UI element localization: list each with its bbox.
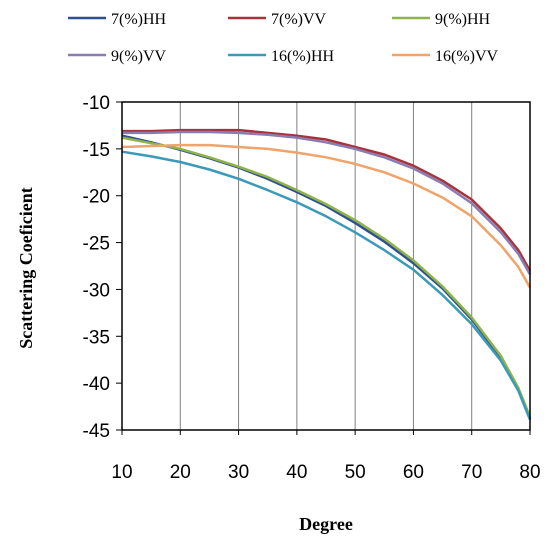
y-tick-label: -20 xyxy=(83,187,110,208)
y-tick-label: -15 xyxy=(83,140,110,161)
plot-frame xyxy=(121,101,531,431)
legend-label-5: 16(%)VV xyxy=(435,48,499,65)
legend: 7(%)HH 7(%)VV 9(%)HH 9(%)VV 16(%)HH 16(%)VV xyxy=(68,11,499,65)
legend-label-1: 7(%)VV xyxy=(271,11,327,28)
series-line-3 xyxy=(122,130,532,276)
x-tick-label: 40 xyxy=(286,462,307,483)
series-line-1 xyxy=(122,128,532,272)
y-tick-label: -25 xyxy=(83,234,110,255)
x-tick-label: 60 xyxy=(403,462,424,483)
x-tick-label: 20 xyxy=(170,462,191,483)
series-line-5 xyxy=(121,143,532,289)
legend-label-0: 7(%)HH xyxy=(111,11,167,28)
x-tick-label: 50 xyxy=(345,462,366,483)
series-line-4 xyxy=(121,150,532,421)
x-tick-label: 70 xyxy=(461,462,482,483)
y-tick-label: -35 xyxy=(83,327,110,348)
y-tick-label: -10 xyxy=(83,93,110,114)
y-tick-label: -30 xyxy=(83,280,110,301)
legend-label-4: 16(%)HH xyxy=(271,48,335,65)
x-axis-title: Degree xyxy=(299,514,353,534)
y-axis-title: Scattering Coeficient xyxy=(16,187,36,348)
y-axis-ticks: -10 -15 -20 -25 -30 -35 -40 -45 xyxy=(83,93,122,442)
x-tick-label: 80 xyxy=(519,462,540,483)
series-line-2 xyxy=(121,136,532,418)
legend-label-3: 9(%)VV xyxy=(111,48,167,65)
legend-label-2: 9(%)HH xyxy=(435,11,491,28)
y-tick-label: -45 xyxy=(83,421,110,442)
grid-lines xyxy=(179,102,473,430)
x-axis-ticks: 10 20 30 40 50 60 70 80 xyxy=(111,430,541,483)
x-tick-label: 10 xyxy=(111,462,132,483)
y-tick-label: -40 xyxy=(83,374,110,395)
series-lines xyxy=(121,128,532,421)
series-line-0 xyxy=(121,134,532,420)
x-tick-label: 30 xyxy=(228,462,249,483)
